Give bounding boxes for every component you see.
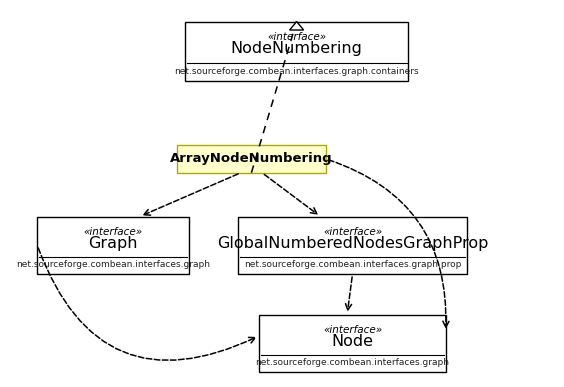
Text: net.sourceforge.combean.interfaces.graph.prop: net.sourceforge.combean.interfaces.graph… bbox=[244, 260, 461, 269]
FancyBboxPatch shape bbox=[259, 315, 446, 372]
Text: «interface»: «interface» bbox=[323, 226, 382, 236]
Text: net.sourceforge.combean.interfaces.graph: net.sourceforge.combean.interfaces.graph bbox=[255, 358, 450, 367]
Text: NodeNumbering: NodeNumbering bbox=[231, 41, 363, 57]
Text: net.sourceforge.combean.interfaces.graph.containers: net.sourceforge.combean.interfaces.graph… bbox=[174, 67, 419, 76]
Text: ArrayNodeNumbering: ArrayNodeNumbering bbox=[170, 152, 333, 165]
FancyBboxPatch shape bbox=[37, 217, 189, 274]
FancyBboxPatch shape bbox=[177, 145, 326, 173]
FancyBboxPatch shape bbox=[185, 22, 408, 81]
Text: net.sourceforge.combean.interfaces.graph: net.sourceforge.combean.interfaces.graph bbox=[16, 260, 210, 269]
FancyBboxPatch shape bbox=[238, 217, 467, 274]
Text: «interface»: «interface» bbox=[323, 325, 382, 334]
Text: «interface»: «interface» bbox=[83, 226, 143, 236]
Text: Graph: Graph bbox=[89, 236, 138, 250]
Text: GlobalNumberedNodesGraphProp: GlobalNumberedNodesGraphProp bbox=[217, 236, 488, 250]
Text: «interface»: «interface» bbox=[267, 32, 326, 42]
Polygon shape bbox=[289, 22, 303, 30]
Text: Node: Node bbox=[332, 334, 373, 349]
